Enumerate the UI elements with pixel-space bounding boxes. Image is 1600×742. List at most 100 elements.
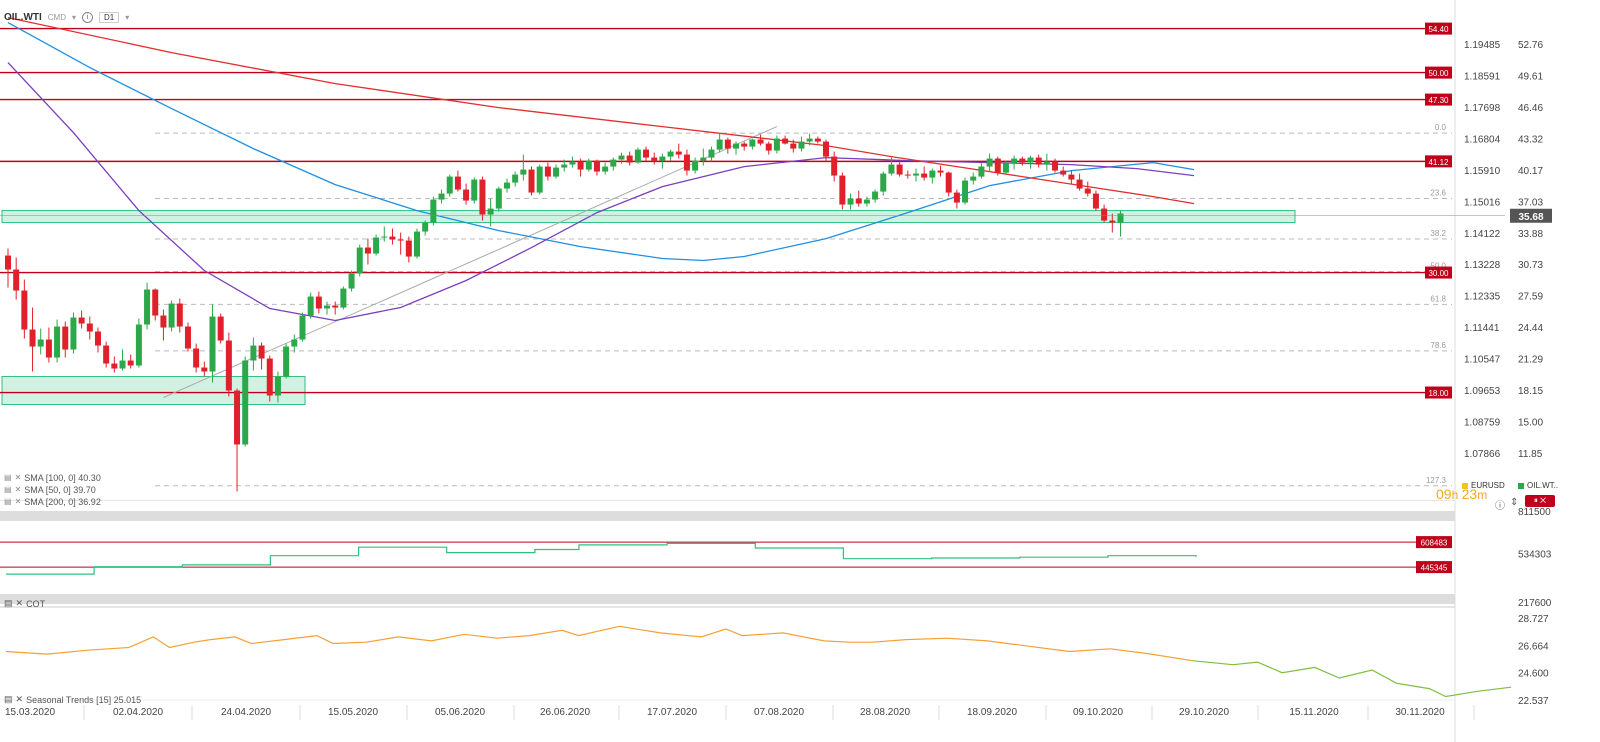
candle-body bbox=[962, 180, 969, 203]
timeframe-select[interactable]: D1 bbox=[99, 11, 120, 23]
close-icon[interactable]: ✕ bbox=[15, 694, 24, 704]
x-axis-label: 29.10.2020 bbox=[1179, 707, 1229, 718]
symbol-name[interactable]: OIL.WTI bbox=[4, 11, 42, 23]
level-badge bbox=[1425, 22, 1452, 35]
current-price-value: 35.68 bbox=[1518, 212, 1543, 223]
settings-icon[interactable]: ▤ bbox=[4, 598, 13, 608]
compare-legend-oil[interactable]: OIL.WT.. bbox=[1518, 481, 1558, 490]
secondary-tick: 1.09653 bbox=[1464, 386, 1501, 397]
x-axis-label: 30.11.2020 bbox=[1395, 707, 1445, 718]
close-icon[interactable]: ✕ bbox=[14, 473, 22, 482]
close-icon[interactable]: ✕ bbox=[14, 497, 22, 506]
candle-body bbox=[463, 189, 470, 201]
candle-body bbox=[266, 358, 273, 396]
info-icon[interactable]: ⓘ bbox=[1495, 501, 1505, 512]
candle-body bbox=[667, 151, 674, 157]
candle-body bbox=[700, 157, 707, 161]
candle-body bbox=[921, 173, 928, 178]
cot-title: COT bbox=[26, 598, 46, 609]
candle-body bbox=[741, 143, 748, 147]
candle-body bbox=[659, 156, 666, 161]
candle-body bbox=[618, 155, 625, 160]
indicator-row[interactable]: ▤ ✕ SMA [200, 0] 36.92 bbox=[4, 496, 101, 508]
remove-compare-button[interactable]: ⏸ ✕ bbox=[1525, 495, 1555, 507]
close-icon[interactable]: ✕ bbox=[15, 598, 24, 608]
candle-body bbox=[471, 179, 478, 201]
price-tick: 11.85 bbox=[1518, 449, 1543, 460]
candle-body bbox=[937, 170, 944, 173]
candle-countdown: 09h 23m bbox=[1436, 486, 1487, 502]
candle-body bbox=[716, 139, 723, 150]
x-axis-label: 17.07.2020 bbox=[647, 707, 697, 718]
pane-separator bbox=[0, 594, 1455, 604]
candle-body bbox=[831, 156, 838, 176]
candle-body bbox=[569, 161, 576, 165]
candle-body bbox=[176, 303, 183, 327]
candle-body bbox=[184, 326, 191, 349]
settings-icon[interactable]: ▤ bbox=[4, 473, 12, 482]
level-badge bbox=[1425, 155, 1452, 168]
candle-body bbox=[896, 164, 903, 175]
secondary-tick: 1.17698 bbox=[1464, 103, 1501, 114]
countdown-m: m bbox=[1477, 488, 1488, 502]
secondary-tick: 1.08759 bbox=[1464, 418, 1501, 429]
chevron-down-icon[interactable]: ▾ bbox=[125, 12, 130, 22]
candle-body bbox=[1027, 157, 1034, 163]
move-icon[interactable]: ⇕ bbox=[1510, 497, 1519, 508]
candle-body bbox=[528, 169, 535, 193]
settings-icon[interactable]: ▤ bbox=[4, 485, 12, 494]
candle-body bbox=[585, 160, 592, 170]
fib-label: 0.0 bbox=[1435, 123, 1447, 132]
secondary-tick: 1.18591 bbox=[1464, 71, 1501, 82]
candle-body bbox=[168, 303, 175, 328]
candle-body bbox=[757, 139, 764, 144]
cot-label[interactable]: ▤ ✕ COT bbox=[4, 598, 45, 609]
secondary-tick: 1.13228 bbox=[1464, 260, 1501, 271]
candle-body bbox=[544, 166, 551, 177]
level-value: 41.12 bbox=[1428, 158, 1449, 167]
candle-body bbox=[54, 326, 61, 358]
candle-body bbox=[356, 247, 363, 274]
candle-body bbox=[94, 331, 101, 346]
indicator-row[interactable]: ▤ ✕ SMA [100, 0] 40.30 bbox=[4, 472, 101, 484]
x-axis-label: 18.09.2020 bbox=[967, 707, 1017, 718]
candle-body bbox=[1052, 161, 1059, 171]
candle-body bbox=[258, 345, 265, 359]
candle-body bbox=[479, 179, 486, 215]
candle-body bbox=[814, 138, 821, 142]
fib-label: 61.8 bbox=[1430, 294, 1446, 303]
x-axis-label: 02.04.2020 bbox=[113, 707, 163, 718]
sma50-line bbox=[7, 62, 1195, 322]
indicator-row[interactable]: ▤ ✕ SMA [50, 0] 39.70 bbox=[4, 484, 101, 496]
candle-body bbox=[373, 237, 380, 254]
price-tick: 40.17 bbox=[1518, 166, 1543, 177]
settings-icon[interactable]: ▤ bbox=[4, 694, 13, 704]
candle-body bbox=[1019, 158, 1026, 163]
candle-body bbox=[765, 143, 772, 151]
cot-level-badge bbox=[1416, 561, 1452, 574]
compare-legend-eurusd[interactable]: EURUSD bbox=[1462, 481, 1505, 490]
price-tick: 30.73 bbox=[1518, 260, 1543, 271]
sma200-line bbox=[7, 16, 1195, 205]
info-icon[interactable]: i bbox=[82, 11, 94, 23]
settings-icon[interactable]: ▤ bbox=[4, 497, 12, 506]
candle-body bbox=[234, 390, 241, 445]
candle-body bbox=[634, 149, 641, 163]
candle-body bbox=[872, 191, 879, 200]
candle-body bbox=[1011, 158, 1018, 164]
candle-body bbox=[242, 360, 249, 445]
chevron-down-icon[interactable]: ▾ bbox=[72, 12, 77, 22]
candle-body bbox=[201, 367, 208, 372]
secondary-tick: 1.15910 bbox=[1464, 166, 1501, 177]
candle-body bbox=[217, 316, 224, 341]
seasonal-label[interactable]: ▤ ✕ Seasonal Trends [15] 25.015 bbox=[4, 694, 141, 705]
candle-body bbox=[904, 174, 911, 176]
candle-body bbox=[953, 192, 960, 203]
close-icon[interactable]: ✕ bbox=[14, 485, 22, 494]
candle-body bbox=[749, 139, 756, 147]
candle-body bbox=[5, 255, 11, 270]
level-badge bbox=[1425, 66, 1452, 79]
candle-body bbox=[782, 138, 789, 144]
x-axis-label: 05.06.2020 bbox=[435, 707, 485, 718]
